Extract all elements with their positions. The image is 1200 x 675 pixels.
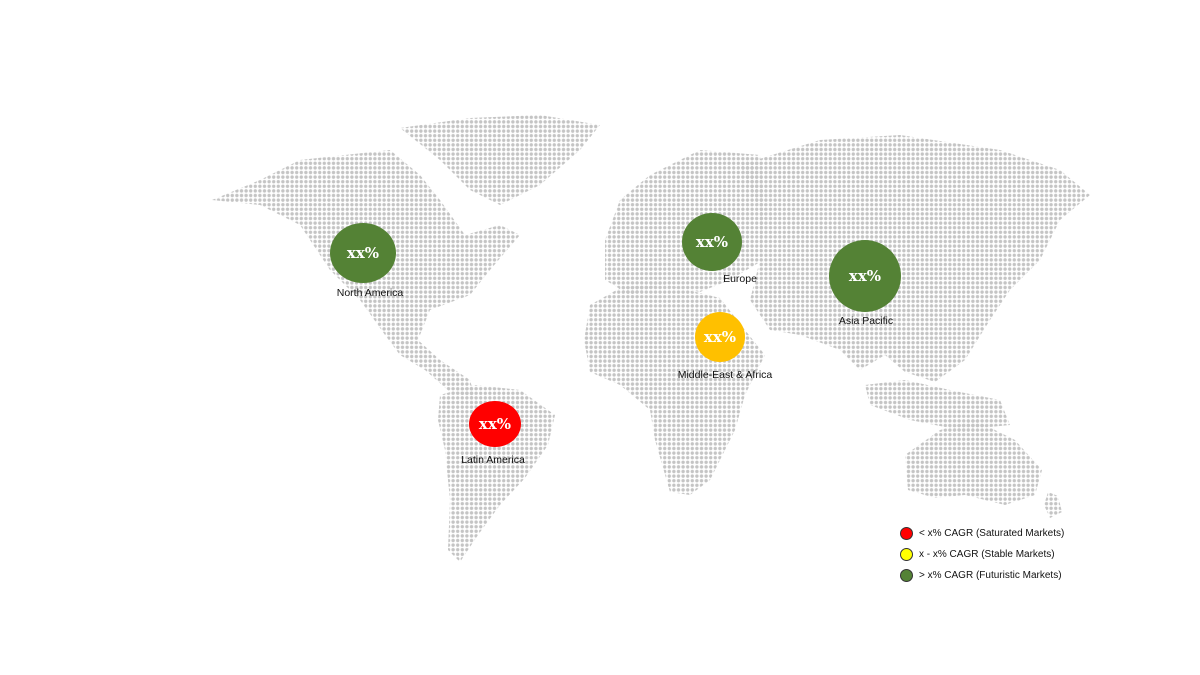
legend-item-futuristic: > x% CAGR (Futuristic Markets) — [900, 565, 1064, 586]
africa-land — [584, 283, 765, 495]
north-america-label: North America — [336, 287, 404, 299]
south-america-land — [438, 385, 555, 562]
asia-land — [740, 135, 1090, 382]
europe-bubble: xx% — [682, 213, 742, 271]
asia-pacific-label: Asia Pacific — [838, 315, 894, 327]
middle-east-africa-bubble: xx% — [695, 312, 745, 362]
green-dot-icon — [900, 569, 913, 582]
north-america-bubble: xx% — [330, 223, 396, 283]
legend: < x% CAGR (Saturated Markets) x - x% CAG… — [900, 523, 1064, 586]
legend-item-saturated: < x% CAGR (Saturated Markets) — [900, 523, 1064, 544]
red-dot-icon — [900, 527, 913, 540]
yellow-dot-icon — [900, 548, 913, 561]
middle-east-africa-label: Middle-East & Africa — [677, 369, 773, 381]
australia-land — [905, 420, 1042, 505]
legend-label: x - x% CAGR (Stable Markets) — [919, 549, 1055, 560]
asia-pacific-bubble: xx% — [829, 240, 901, 312]
legend-label: > x% CAGR (Futuristic Markets) — [919, 570, 1062, 581]
greenland-land — [400, 115, 600, 205]
latin-america-bubble: xx% — [469, 401, 521, 447]
legend-item-stable: x - x% CAGR (Stable Markets) — [900, 544, 1064, 565]
new-zealand-land — [1044, 492, 1062, 518]
europe-label: Europe — [723, 273, 757, 285]
latin-america-label: Latin America — [461, 454, 525, 466]
legend-label: < x% CAGR (Saturated Markets) — [919, 528, 1065, 539]
indonesia-land — [865, 380, 1010, 430]
